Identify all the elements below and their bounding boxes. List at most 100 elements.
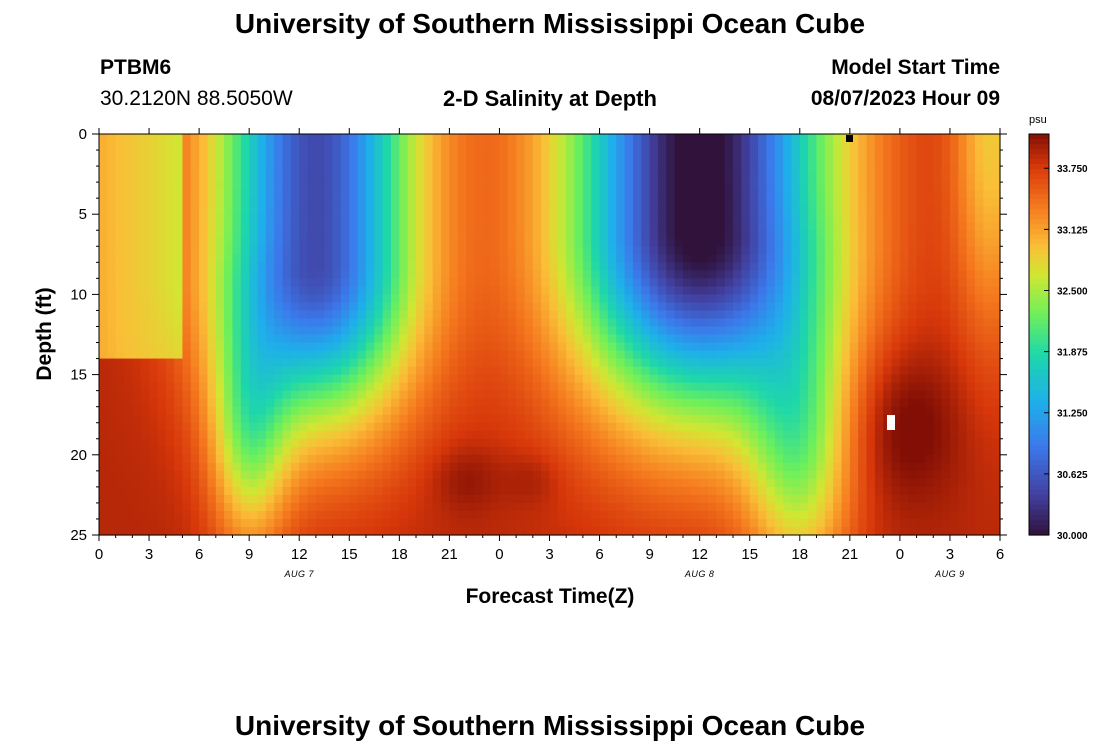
heatmap-cell — [833, 166, 843, 175]
heatmap-cell — [207, 318, 217, 328]
heatmap-cell — [866, 190, 876, 199]
heatmap-cell — [524, 422, 534, 432]
heatmap-cell — [165, 486, 175, 496]
heatmap-cell — [457, 510, 467, 520]
heatmap-cell — [532, 134, 542, 143]
heatmap-cell — [791, 478, 801, 488]
heatmap-cell — [624, 414, 634, 424]
heatmap-cell — [849, 222, 859, 231]
heatmap-cell — [190, 446, 200, 456]
heatmap-cell — [441, 278, 450, 287]
heatmap-cell — [774, 270, 784, 279]
heatmap-cell — [307, 398, 317, 408]
heatmap-cell — [908, 270, 918, 279]
heatmap-cell — [132, 382, 142, 392]
heatmap-cell — [891, 358, 901, 368]
heatmap-cell — [591, 502, 601, 512]
heatmap-cell — [783, 318, 793, 328]
heatmap-cell — [482, 246, 492, 255]
heatmap-cell — [182, 502, 192, 512]
heatmap-cell — [491, 262, 501, 271]
heatmap-cell — [157, 446, 167, 456]
heatmap-cell — [340, 190, 350, 199]
heatmap-cell — [808, 246, 818, 255]
heatmap-cell — [758, 390, 767, 400]
heatmap-cell — [532, 230, 542, 239]
heatmap-cell — [916, 454, 926, 464]
heatmap-cell — [591, 286, 601, 295]
heatmap-cell — [808, 206, 818, 215]
heatmap-cell — [599, 382, 609, 392]
heatmap-cell — [466, 222, 476, 231]
heatmap-cell — [416, 318, 425, 328]
heatmap-cell — [833, 486, 843, 496]
heatmap-cell — [357, 406, 367, 416]
heatmap-cell — [674, 174, 684, 183]
heatmap-cell — [649, 502, 659, 512]
heatmap-cell — [741, 310, 751, 320]
heatmap-cell — [557, 510, 567, 520]
heatmap-cell — [424, 526, 434, 536]
heatmap-cell — [891, 302, 901, 312]
heatmap-cell — [866, 182, 876, 191]
heatmap-cell — [774, 422, 784, 432]
heatmap-cell — [274, 246, 284, 255]
heatmap-cell — [257, 230, 267, 239]
heatmap-cell — [265, 254, 275, 263]
heatmap-cell — [441, 350, 450, 360]
heatmap-cell — [591, 438, 601, 448]
heatmap-cell — [399, 366, 409, 376]
heatmap-cell — [424, 174, 434, 183]
heatmap-cell — [374, 302, 384, 312]
heatmap-cell — [541, 422, 551, 432]
heatmap-cell — [574, 406, 584, 416]
heatmap-cell — [908, 518, 918, 528]
heatmap-cell — [666, 198, 676, 207]
heatmap-cell — [349, 358, 359, 368]
heatmap-cell — [674, 518, 684, 528]
heatmap-cell — [290, 230, 300, 239]
heatmap-cell — [382, 278, 392, 287]
heatmap-cell — [207, 134, 217, 143]
heatmap-cell — [149, 278, 158, 287]
heatmap-cell — [457, 198, 467, 207]
heatmap-cell — [624, 422, 634, 432]
heatmap-cell — [282, 310, 292, 320]
heatmap-cell — [749, 222, 759, 231]
heatmap-cell — [482, 174, 492, 183]
heatmap-cell — [766, 366, 776, 376]
heatmap-cell — [165, 302, 175, 312]
heatmap-cell — [774, 134, 784, 143]
heatmap-cell — [432, 278, 442, 287]
heatmap-cell — [741, 174, 751, 183]
heatmap-cell — [407, 374, 417, 384]
heatmap-cell — [257, 518, 267, 528]
heatmap-cell — [257, 174, 267, 183]
heatmap-cell — [799, 502, 809, 512]
heatmap-cell — [482, 358, 492, 368]
heatmap-cell — [874, 438, 884, 448]
heatmap-cell — [382, 446, 392, 456]
heatmap-cell — [541, 142, 551, 151]
heatmap-cell — [257, 510, 267, 520]
heatmap-cell — [699, 518, 709, 528]
heatmap-cell — [833, 158, 843, 167]
heatmap-cell — [816, 182, 826, 191]
heatmap-cell — [140, 326, 150, 336]
heatmap-cell — [249, 510, 259, 520]
heatmap-cell — [257, 262, 267, 271]
heatmap-cell — [365, 294, 375, 304]
heatmap-cell — [315, 286, 325, 295]
heatmap-cell — [541, 350, 551, 360]
heatmap-cell — [783, 142, 793, 151]
heatmap-cell — [799, 422, 809, 432]
heatmap-cell — [224, 198, 234, 207]
heatmap-cell — [574, 190, 584, 199]
heatmap-cell — [424, 390, 434, 400]
heatmap-cell — [190, 286, 200, 295]
heatmap-cell — [808, 310, 818, 320]
heatmap-cell — [140, 150, 150, 159]
heatmap-cell — [407, 518, 417, 528]
heatmap-cell — [324, 462, 334, 472]
heatmap-cell — [616, 350, 626, 360]
